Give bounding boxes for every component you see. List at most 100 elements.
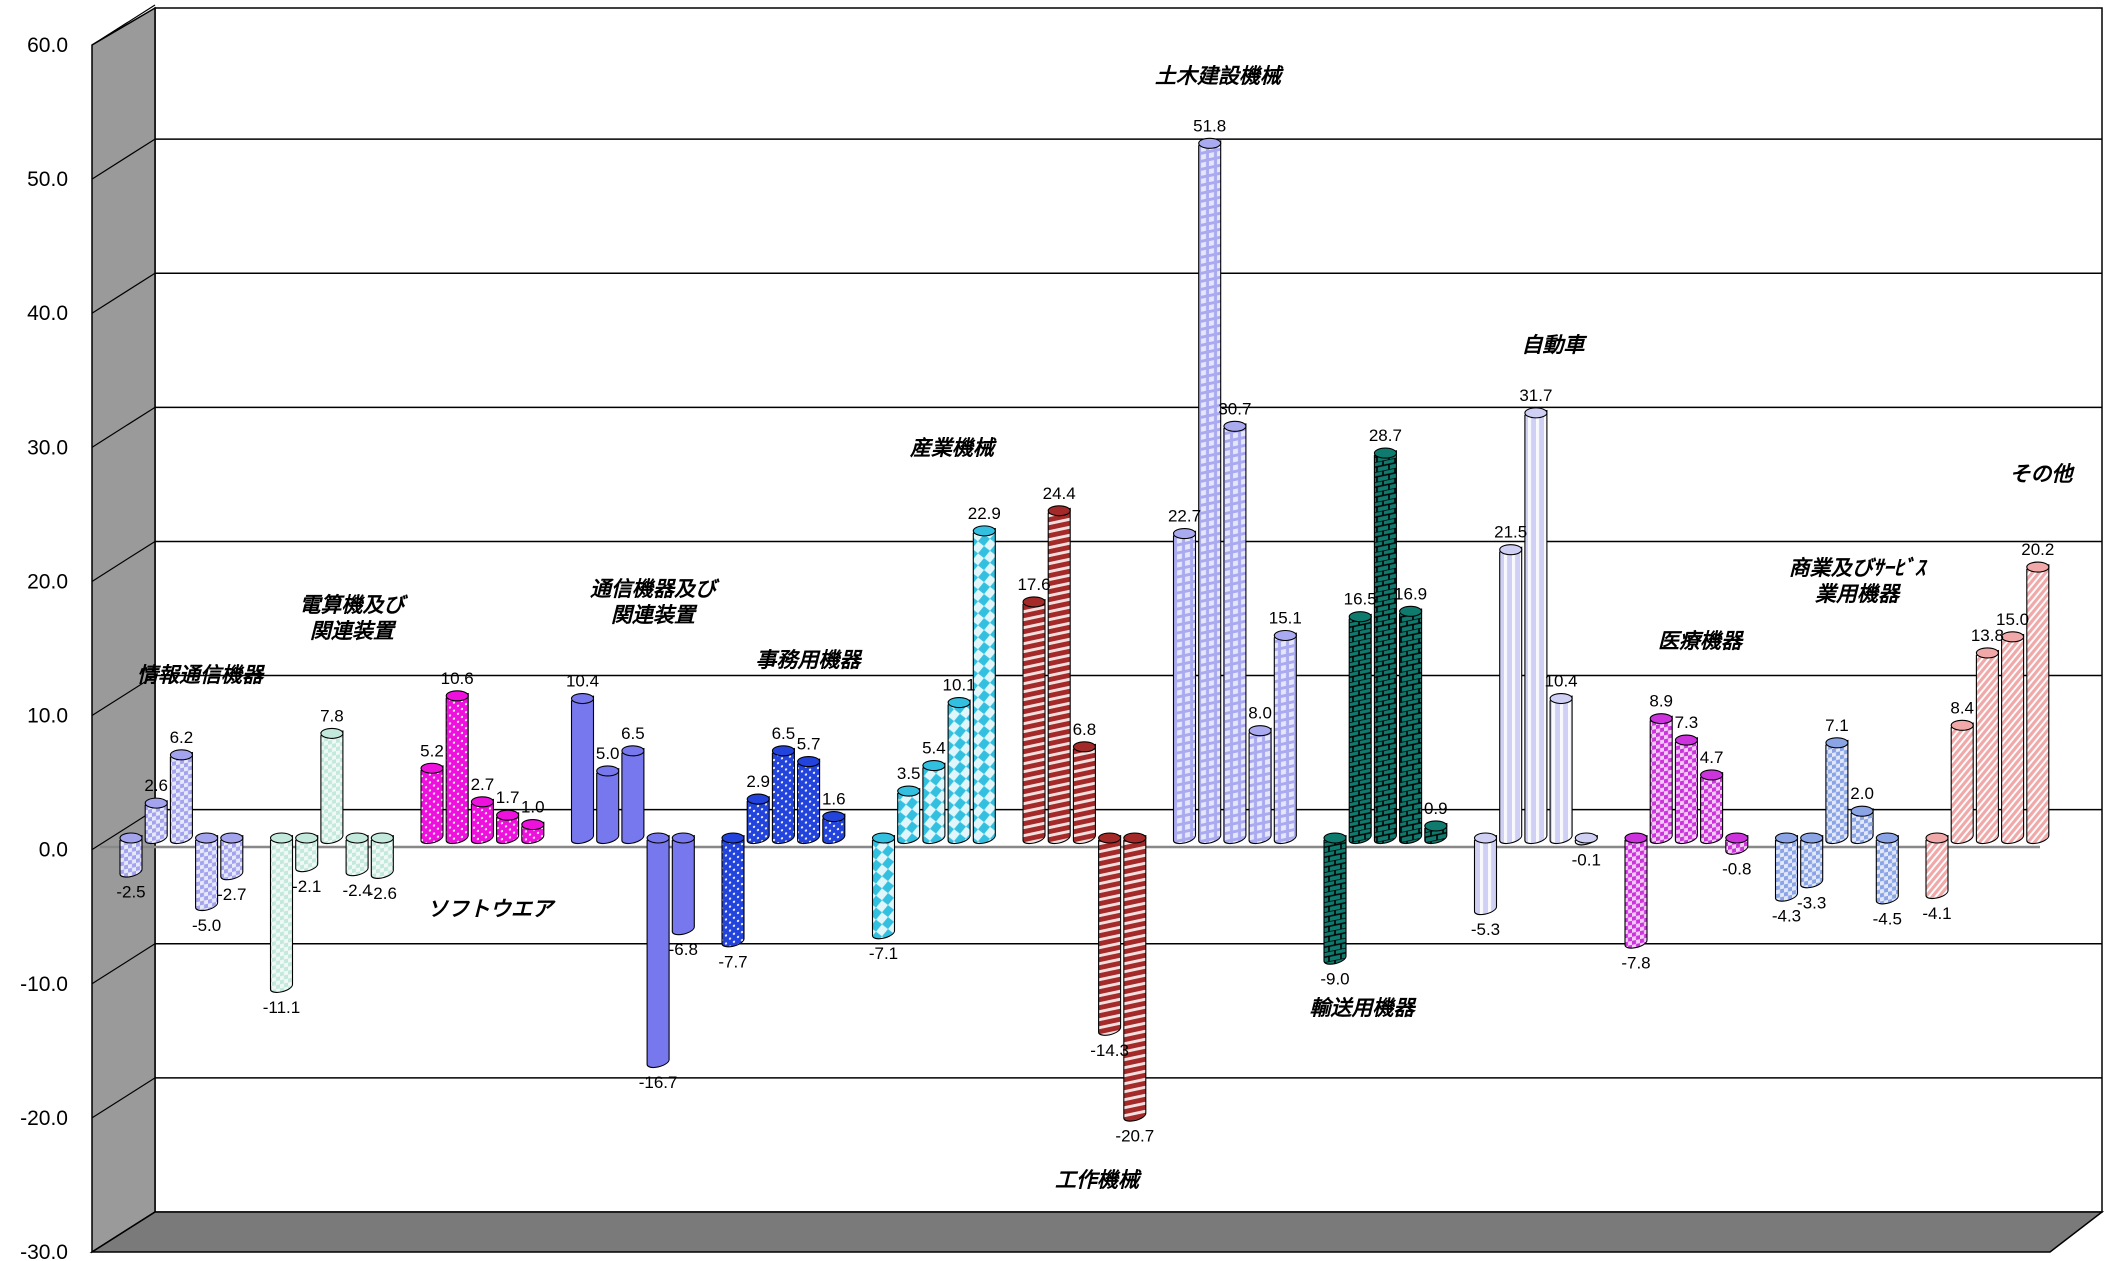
bar bbox=[1473, 832, 1498, 916]
bar bbox=[1950, 719, 1974, 845]
y-tick-label: 60.0 bbox=[27, 34, 68, 57]
group-label: 輸送用機器 bbox=[1310, 996, 1418, 1020]
side-gridline bbox=[91, 4, 156, 46]
bar bbox=[1323, 832, 1347, 965]
data-label: -2.5 bbox=[116, 883, 145, 902]
bar bbox=[1348, 611, 1372, 845]
data-label: 1.7 bbox=[496, 788, 520, 807]
data-label: 1.0 bbox=[521, 798, 545, 817]
data-label: -20.7 bbox=[1115, 1127, 1154, 1146]
bar bbox=[370, 832, 394, 879]
data-label: 4.7 bbox=[1700, 748, 1724, 767]
bar bbox=[195, 832, 219, 912]
data-label: -3.3 bbox=[1797, 893, 1826, 912]
floor bbox=[89, 1211, 2105, 1253]
data-label: 7.8 bbox=[320, 706, 344, 725]
bar bbox=[496, 809, 520, 845]
group-label: 土木建設機械 bbox=[1155, 64, 1284, 88]
side-gridline bbox=[91, 809, 156, 851]
data-label: 22.9 bbox=[968, 504, 1001, 523]
bar bbox=[822, 810, 846, 845]
data-label: -5.3 bbox=[1471, 920, 1500, 939]
bar bbox=[972, 525, 996, 845]
side-gridline bbox=[91, 272, 156, 314]
bar bbox=[1248, 725, 1272, 845]
data-label: 0.9 bbox=[1424, 799, 1448, 818]
y-tick-label: -10.0 bbox=[20, 973, 68, 996]
bar bbox=[922, 760, 946, 845]
bar bbox=[1098, 832, 1122, 1036]
data-label: 7.3 bbox=[1675, 713, 1699, 732]
bar bbox=[1649, 713, 1673, 845]
bar bbox=[1875, 832, 1899, 905]
bar bbox=[621, 745, 645, 845]
data-label: -14.3 bbox=[1090, 1041, 1129, 1060]
data-label: -16.7 bbox=[639, 1073, 678, 1092]
bar bbox=[947, 696, 971, 845]
data-label: 5.7 bbox=[797, 735, 821, 754]
bar bbox=[646, 832, 670, 1069]
bar bbox=[897, 785, 921, 845]
bar bbox=[1047, 505, 1071, 845]
data-label: 1.6 bbox=[822, 790, 846, 809]
y-tick-label: 0.0 bbox=[39, 839, 68, 862]
data-label: 5.2 bbox=[420, 741, 444, 760]
data-label: 6.5 bbox=[621, 724, 645, 743]
data-label: -5.0 bbox=[192, 916, 221, 935]
bar bbox=[220, 832, 244, 881]
bar bbox=[445, 690, 469, 845]
data-label: 16.9 bbox=[1394, 584, 1427, 603]
data-label: 30.7 bbox=[1218, 399, 1251, 418]
bar bbox=[871, 832, 896, 940]
data-label: 51.8 bbox=[1193, 116, 1226, 135]
bar bbox=[1273, 629, 1297, 845]
data-label: -2.4 bbox=[342, 881, 371, 900]
bar bbox=[295, 832, 319, 873]
side-wall bbox=[91, 6, 156, 1254]
bar bbox=[1549, 692, 1573, 845]
data-label: 20.2 bbox=[2021, 540, 2054, 559]
bar bbox=[1574, 832, 1598, 846]
data-label: -0.1 bbox=[1572, 850, 1601, 869]
data-label: 10.4 bbox=[566, 672, 599, 691]
y-tick-label: 20.0 bbox=[27, 570, 68, 593]
bar bbox=[1499, 544, 1523, 845]
data-label: 10.6 bbox=[441, 669, 474, 688]
data-label: 8.9 bbox=[1649, 692, 1673, 711]
data-label: 8.4 bbox=[1950, 698, 1974, 717]
group-label: 工作機械 bbox=[1055, 1168, 1142, 1192]
group-label: 医療機器 bbox=[1658, 629, 1745, 653]
data-label: -7.7 bbox=[718, 952, 747, 971]
y-tick-label: 10.0 bbox=[27, 705, 68, 728]
bar bbox=[1223, 420, 1247, 845]
bar bbox=[470, 796, 494, 845]
data-label: -7.1 bbox=[869, 944, 898, 963]
bar bbox=[144, 797, 168, 845]
bar bbox=[1700, 769, 1724, 845]
group-label: 通信機器及び関連装置 bbox=[590, 577, 720, 627]
bar bbox=[1975, 647, 1999, 845]
data-label: 7.1 bbox=[1825, 716, 1849, 735]
y-tick-label: 40.0 bbox=[27, 302, 68, 325]
data-label: 15.0 bbox=[1996, 610, 2029, 629]
bar bbox=[1424, 820, 1448, 845]
bar bbox=[169, 749, 193, 845]
bar bbox=[771, 745, 795, 845]
data-label: 5.0 bbox=[596, 744, 620, 763]
bar bbox=[1674, 734, 1698, 845]
bar bbox=[721, 832, 745, 948]
bar bbox=[1725, 832, 1749, 855]
data-label: 13.8 bbox=[1971, 626, 2004, 645]
side-gridline bbox=[91, 675, 156, 717]
bar bbox=[2001, 631, 2025, 845]
bar bbox=[345, 832, 369, 877]
bar bbox=[746, 793, 770, 845]
data-label: -2.1 bbox=[292, 877, 321, 896]
data-label: 5.4 bbox=[922, 739, 946, 758]
data-label: 6.5 bbox=[772, 724, 796, 743]
data-label: -0.8 bbox=[1722, 860, 1751, 879]
data-label: 3.5 bbox=[897, 764, 921, 783]
group-label: 電算機及び関連装置 bbox=[300, 593, 409, 643]
data-label: 31.7 bbox=[1519, 386, 1552, 405]
bar bbox=[269, 832, 294, 993]
